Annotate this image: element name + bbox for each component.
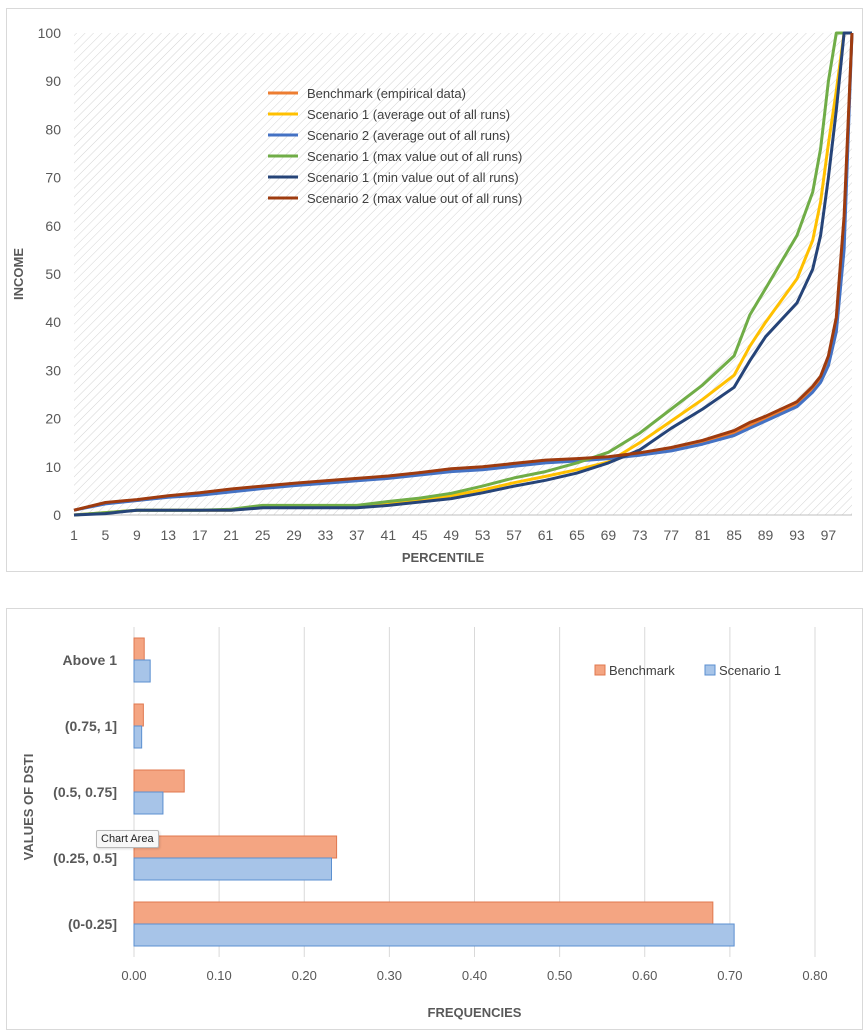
- y-tick-label: 60: [45, 218, 61, 234]
- x-tick-label: 57: [506, 527, 522, 543]
- y-axis-title: INCOME: [11, 248, 26, 300]
- x-tick-label: 0.10: [206, 968, 231, 983]
- x-tick-label: 29: [286, 527, 302, 543]
- x-tick-label: 53: [475, 527, 491, 543]
- series-line[interactable]: [73, 31, 852, 517]
- x-tick-label: 81: [695, 527, 711, 543]
- line-chart-area[interactable]: 0 10 20 30 40 50 60 70 80 90 100 1 5 9 13 17 21 25 29 33 37…: [6, 8, 863, 572]
- legend-label: Scenario 1: [719, 663, 781, 678]
- x-tick-label: 0.70: [717, 968, 742, 983]
- x-tick-label: 45: [412, 527, 428, 543]
- x-axis-title: FREQUENCIES: [428, 1005, 522, 1020]
- x-tick-label: 0.20: [292, 968, 317, 983]
- x-tick-label: 5: [102, 527, 110, 543]
- bar-scenario-1[interactable]: [133, 659, 151, 683]
- legend-label: Scenario 1 (average out of all runs): [307, 107, 510, 122]
- category-label: (0-0.25]: [68, 916, 117, 932]
- x-tick-label: 33: [318, 527, 334, 543]
- x-tick-label: 97: [821, 527, 837, 543]
- series-line[interactable]: [73, 32, 854, 512]
- y-tick-label: 0: [53, 507, 61, 523]
- x-tick-label: 21: [223, 527, 239, 543]
- bar-chart: (0-0.25] (0.25, 0.5] (0.5, 0.75] (0.75, 1] A…: [21, 627, 828, 1020]
- legend-label: Scenario 2 (average out of all runs): [307, 128, 510, 143]
- bar-benchmark[interactable]: [133, 637, 145, 661]
- category-label: Above 1: [63, 652, 118, 668]
- line-chart: 0 10 20 30 40 50 60 70 80 90 100 1 5 9 13 17 21 25 29 33 37…: [11, 25, 854, 565]
- x-tick-label: 0.30: [377, 968, 402, 983]
- y-axis-title: VALUES OF DSTI: [21, 754, 36, 861]
- x-tick-label: 73: [632, 527, 648, 543]
- legend-label: Scenario 1 (max value out of all runs): [307, 149, 522, 164]
- y-tick-label: 100: [38, 25, 62, 41]
- x-tick-label: 41: [381, 527, 397, 543]
- bar-scenario-1[interactable]: [133, 725, 143, 749]
- x-tick-label: 65: [569, 527, 585, 543]
- y-tick-label: 80: [45, 121, 61, 137]
- y-tick-label: 90: [45, 73, 61, 89]
- legend-swatch: [704, 664, 716, 676]
- x-axis-title: PERCENTILE: [402, 550, 485, 565]
- bar-scenario-1[interactable]: [133, 857, 332, 881]
- x-tick-label: 61: [538, 527, 554, 543]
- y-tick-label: 30: [45, 362, 61, 378]
- x-tick-label: 0.00: [121, 968, 146, 983]
- y-tick-label: 20: [45, 411, 61, 427]
- x-tick-label: 1: [70, 527, 78, 543]
- category-label: (0.25, 0.5]: [53, 850, 117, 866]
- x-tick-label: 0.80: [802, 968, 827, 983]
- legend-label: Benchmark (empirical data): [307, 86, 466, 101]
- category-label: (0.5, 0.75]: [53, 784, 117, 800]
- x-tick-label: 0.60: [632, 968, 657, 983]
- y-tick-label: 40: [45, 314, 61, 330]
- x-tick-label: 0.50: [547, 968, 572, 983]
- x-tick-label: 89: [758, 527, 774, 543]
- bar-benchmark[interactable]: [133, 769, 185, 793]
- bar-benchmark[interactable]: [133, 901, 714, 925]
- series-line[interactable]: [73, 32, 854, 512]
- x-tick-label: 93: [789, 527, 805, 543]
- y-tick-label: 50: [45, 266, 61, 282]
- x-tick-label: 25: [255, 527, 271, 543]
- x-tick-label: 37: [349, 527, 365, 543]
- bar-scenario-1[interactable]: [133, 791, 164, 815]
- bar-chart-area[interactable]: (0-0.25] (0.25, 0.5] (0.5, 0.75] (0.75, 1] A…: [6, 608, 863, 1030]
- bar-benchmark[interactable]: [133, 703, 144, 727]
- bar-benchmark[interactable]: [133, 835, 338, 859]
- legend-swatch: [594, 664, 606, 676]
- legend-label: Scenario 2 (max value out of all runs): [307, 191, 522, 206]
- x-tick-label: 69: [601, 527, 617, 543]
- x-tick-label: 85: [726, 527, 742, 543]
- x-tick-label: 49: [443, 527, 459, 543]
- x-tick-label: 9: [133, 527, 141, 543]
- bar-scenario-1[interactable]: [133, 923, 735, 947]
- legend-label: Scenario 1 (min value out of all runs): [307, 170, 519, 185]
- chart-area-tooltip: Chart Area: [96, 830, 159, 848]
- plot-area: [74, 33, 852, 515]
- x-tick-label: 17: [192, 527, 208, 543]
- x-tick-label: 77: [663, 527, 679, 543]
- legend-label: Benchmark: [609, 663, 675, 678]
- x-tick-label: 13: [161, 527, 177, 543]
- y-tick-label: 10: [45, 459, 61, 475]
- category-label: (0.75, 1]: [65, 718, 117, 734]
- y-tick-label: 70: [45, 170, 61, 186]
- x-tick-label: 0.40: [462, 968, 487, 983]
